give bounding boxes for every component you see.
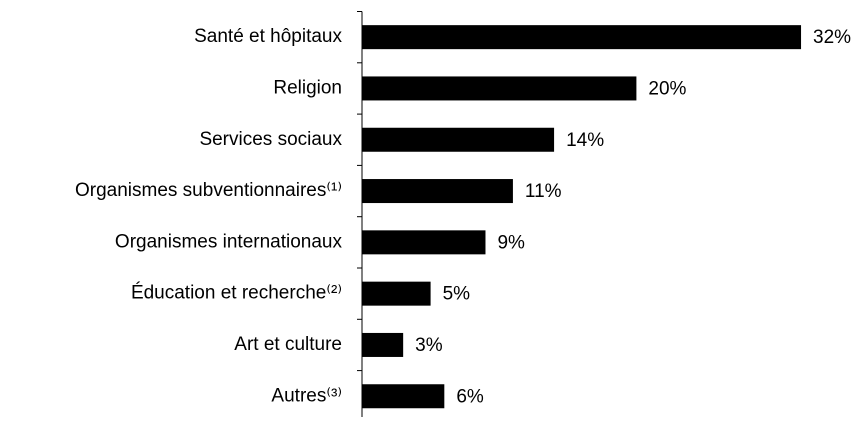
value-label: 11% [525, 181, 562, 202]
value-label: 6% [456, 386, 484, 407]
category-label: Santé et hôpitaux [194, 26, 342, 47]
bar [362, 127, 555, 152]
value-label: 20% [648, 78, 686, 99]
bar [362, 384, 445, 409]
value-label: 9% [497, 232, 525, 253]
bar [362, 76, 637, 101]
bar [362, 281, 431, 306]
bar [362, 332, 404, 357]
bar [362, 25, 802, 50]
bar [362, 179, 513, 204]
value-label: 14% [566, 130, 604, 151]
category-label: Religion [273, 77, 342, 98]
value-label: 3% [415, 335, 443, 356]
category-label: Organismes internationaux [115, 231, 343, 252]
category-label: Organismes subventionnaires⁽¹⁾ [75, 180, 342, 201]
bar [362, 230, 486, 255]
value-label: 32% [813, 27, 851, 48]
category-label: Éducation et recherche⁽²⁾ [131, 283, 342, 304]
value-label: 5% [443, 284, 471, 305]
category-label: Services sociaux [199, 129, 342, 150]
category-label: Autres⁽³⁾ [271, 385, 342, 406]
category-label: Art et culture [234, 334, 342, 355]
